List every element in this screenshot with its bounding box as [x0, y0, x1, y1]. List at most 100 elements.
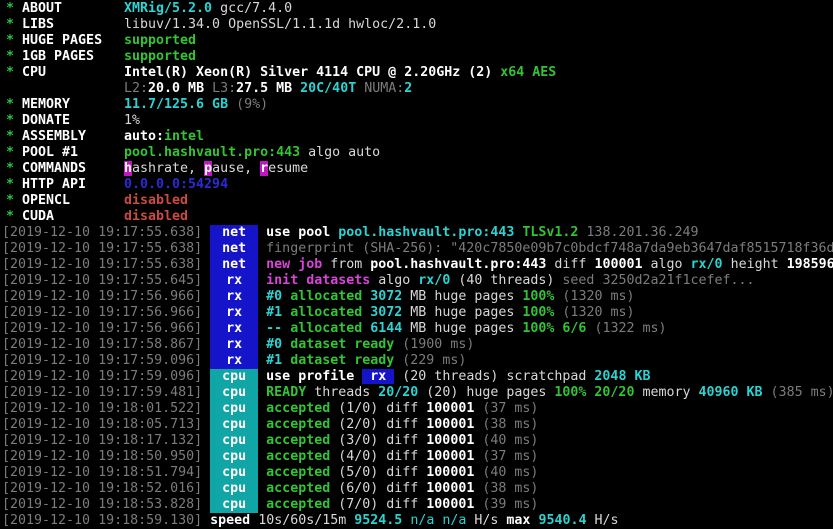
log-text-segment: 100001 [426, 449, 475, 464]
bullet-star: * [6, 177, 23, 192]
log-text-segment: L2: [124, 81, 149, 96]
log-text-segment: p [204, 161, 213, 176]
log-text-segment: new job [266, 257, 323, 272]
log-timestamp: [2019-12-10 19:18:51.794] [2, 465, 203, 480]
info-label-column: * ABOUT [0, 1, 124, 17]
log-line: [2019-12-10 19:17:55.645] rx init datase… [0, 273, 833, 289]
log-text-segment: 100001 [426, 433, 475, 448]
net-badge: net [210, 257, 259, 273]
log-timestamp: [2019-12-10 19:17:55.645] [2, 273, 203, 288]
log-text-segment: pool.hashvault.pro:443 [370, 257, 547, 272]
log-text-segment: gcc/7.4.0 [212, 1, 293, 16]
log-text-segment: (229 ms) [394, 353, 467, 368]
log-text-segment: rx/0 [418, 273, 451, 288]
log-line: [2019-12-10 19:17:59.096] rx #1 dataset … [0, 353, 833, 369]
net-badge: net [210, 225, 259, 241]
log-text-segment: (37 ms) [474, 449, 539, 464]
log-text-segment: 9524.5 [354, 513, 411, 528]
log-line: [2019-12-10 19:18:51.794] cpu accepted (… [0, 465, 833, 481]
bullet-star: * [6, 33, 23, 48]
log-text-segment: seed 3250d2a21f1cefef... [554, 273, 755, 288]
bullet-star: * [6, 65, 23, 80]
log-text-segment: (7/0) diff [330, 497, 427, 512]
log-text-segment: #0 [266, 289, 291, 304]
info-line-assembly: * ASSEMBLY auto:intel [0, 129, 833, 145]
log-text-segment: allocated [290, 321, 371, 336]
rx-badge: rx [210, 289, 259, 305]
info-label: HTTP API [22, 177, 87, 192]
log-timestamp: [2019-12-10 19:17:56.966] [2, 289, 203, 304]
log-text-segment: accepted [266, 401, 331, 416]
log-text-segment: disabled [124, 193, 189, 208]
log-timestamp: [2019-12-10 19:18:17.132] [2, 433, 203, 448]
info-label: POOL #1 [22, 145, 79, 160]
bullet-star: * [6, 113, 23, 128]
log-text-segment: 100001 [426, 401, 475, 416]
info-label-column: * LIBS [0, 17, 124, 33]
log-text-segment: 11.7/125.6 GB [124, 97, 229, 112]
log-text-segment: accepted [266, 481, 331, 496]
log-line: [2019-12-10 19:18:59.130] speed 10s/60s/… [0, 513, 833, 529]
log-text-segment: algo [370, 273, 419, 288]
log-text-segment: x64 AES [500, 65, 557, 80]
info-label: OPENCL [22, 193, 71, 208]
log-text-segment: fingerprint (SHA-256): "420c7850e09b7c0b… [266, 241, 833, 256]
log-text-segment: (40 threads) [450, 273, 555, 288]
log-line: [2019-12-10 19:18:53.828] cpu accepted (… [0, 497, 833, 513]
log-text-segment: (20) huge pages [418, 385, 555, 400]
log-text-segment: 100001 [426, 417, 475, 432]
info-label: MEMORY [22, 97, 71, 112]
log-text-segment: h [124, 161, 133, 176]
log-text-segment: speed [210, 513, 259, 528]
log-text-segment: algo [642, 257, 691, 272]
log-text-segment: dataset ready [290, 337, 395, 352]
info-line-huge-pages: * HUGE PAGES supported [0, 33, 833, 49]
log-timestamp: [2019-12-10 19:17:55.638] [2, 241, 203, 256]
log-line: [2019-12-10 19:18:05.713] cpu accepted (… [0, 417, 833, 433]
bullet-star: * [6, 17, 23, 32]
log-text-segment: rx/0 [690, 257, 723, 272]
cpu-badge: cpu [210, 449, 259, 465]
bullet-star: * [6, 1, 23, 16]
info-label: COMMANDS [22, 161, 87, 176]
log-timestamp: [2019-12-10 19:17:56.966] [2, 321, 203, 336]
log-text-segment: H/s [474, 513, 507, 528]
log-text-segment: accepted [266, 465, 331, 480]
log-text-segment: 20C/40T [292, 81, 357, 96]
log-text-segment: 100% 6/6 [522, 321, 587, 336]
info-line-http-api: * HTTP API 0.0.0.0:54294 [0, 177, 833, 193]
log-line: [2019-12-10 19:17:56.966] rx #1 allocate… [0, 305, 833, 321]
log-text-segment: MB huge pages [402, 289, 523, 304]
miner-log-section: [2019-12-10 19:17:55.638] net use pool p… [0, 225, 833, 529]
log-text-segment: (5/0) diff [330, 465, 427, 480]
log-line: [2019-12-10 19:18:50.950] cpu accepted (… [0, 449, 833, 465]
log-timestamp: [2019-12-10 19:17:58.867] [2, 337, 203, 352]
log-text-segment: (37 ms) [474, 401, 539, 416]
log-text-segment: supported [124, 33, 197, 48]
log-text-segment: 3072 [370, 289, 403, 304]
log-text-segment: (40 ms) [474, 433, 539, 448]
log-text-segment: disabled [124, 209, 189, 224]
info-line-memory: * MEMORY 11.7/125.6 GB (9%) [0, 97, 833, 113]
info-label: CUDA [22, 209, 55, 224]
bullet-star: * [6, 129, 23, 144]
log-text-segment: 3072 [370, 305, 403, 320]
log-text-segment: L3: [204, 81, 237, 96]
bullet-star: * [6, 145, 23, 160]
log-text-segment: (1900 ms) [394, 337, 475, 352]
info-label-column: * OPENCL [0, 193, 124, 209]
info-label-column: * 1GB PAGES [0, 49, 124, 65]
log-text-segment: (9%) [228, 97, 269, 112]
log-text-segment: READY [266, 385, 307, 400]
bullet-star: * [6, 209, 23, 224]
info-label: HUGE PAGES [22, 33, 103, 48]
info-label-column: * HUGE PAGES [0, 33, 124, 49]
log-timestamp: [2019-12-10 19:17:55.638] [2, 225, 203, 240]
log-text-segment: 6144 [370, 321, 403, 336]
info-line-commands: * COMMANDS hashrate, pause, resume [0, 161, 833, 177]
log-text-segment: from [322, 257, 371, 272]
log-text-segment: allocated [290, 289, 371, 304]
log-text-segment: accepted [266, 433, 331, 448]
log-text-segment: 100001 [426, 497, 475, 512]
log-text-segment: MB huge pages [402, 305, 523, 320]
